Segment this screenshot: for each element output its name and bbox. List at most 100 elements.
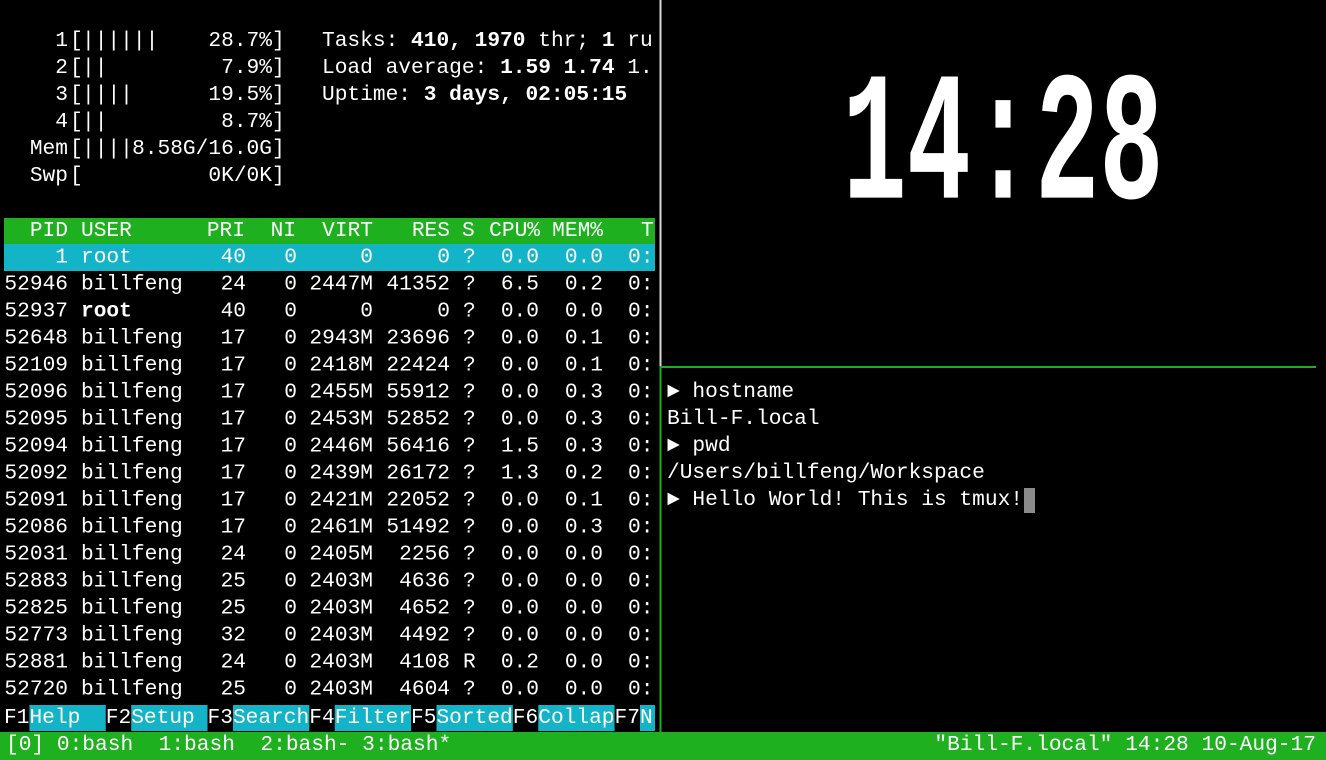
process-cell: 0: [628, 408, 653, 432]
process-cell: ? [463, 273, 476, 297]
process-cell: billfeng [81, 543, 183, 567]
status-right: 14:28 [1125, 733, 1189, 757]
process-cell: 4636 [399, 570, 450, 594]
process-cell: 4492 [399, 624, 450, 648]
process-cell: 0: [628, 570, 653, 594]
process-cell: 52091 [4, 489, 68, 513]
process-cell: 0 [284, 624, 297, 648]
summary-text: Load average: [322, 56, 487, 80]
process-cell: ? [463, 435, 476, 459]
process-cell: 52883 [4, 570, 68, 594]
function-key: F3 [208, 706, 233, 730]
process-cell: 0 [284, 543, 297, 567]
process-cell: 0.0 [501, 354, 539, 378]
process-cell: 0: [628, 354, 653, 378]
process-cell: 0: [628, 489, 653, 513]
process-cell: billfeng [81, 489, 183, 513]
process-cell: ? [463, 246, 476, 270]
process-cell: 22424 [386, 354, 450, 378]
process-cell: 2405M [309, 543, 373, 567]
meter-bar: | [95, 56, 108, 80]
process-cell: 2256 [399, 543, 450, 567]
process-cell: 40 [221, 300, 246, 324]
process-cell: 0.1 [565, 327, 603, 351]
process-cell: 25 [221, 597, 246, 621]
process-cell: ? [463, 300, 476, 324]
summary-text: 1 [602, 29, 615, 53]
process-cell: 1.3 [501, 462, 539, 486]
meter-value: 8.58G [132, 137, 196, 161]
shell-line: ► pwd [667, 434, 731, 458]
window-tab: 3:bash* [362, 733, 451, 757]
column-header: MEM% [552, 219, 603, 243]
column-header: USER [81, 219, 132, 243]
process-cell: 17 [221, 489, 246, 513]
function-key-bg [334, 705, 412, 731]
process-cell: 2403M [309, 597, 373, 621]
process-cell: 2943M [309, 327, 373, 351]
bracket: [ [70, 56, 83, 80]
bracket: [ [70, 110, 83, 134]
function-key-label: Setup [131, 706, 195, 730]
process-cell: ? [463, 570, 476, 594]
process-cell: 2455M [309, 381, 373, 405]
function-key-bg [29, 705, 106, 731]
function-key: F4 [309, 706, 334, 730]
function-key-bg [436, 705, 513, 731]
process-cell: 52773 [4, 624, 68, 648]
process-cell: 17 [221, 354, 246, 378]
meter-bar: |||| [82, 137, 133, 161]
process-cell: 0.2 [501, 651, 539, 675]
function-key-bg [538, 705, 615, 731]
function-key-label: Search [233, 706, 309, 730]
process-cell: ? [463, 597, 476, 621]
process-cell: ? [463, 543, 476, 567]
selected-row-bg [4, 244, 655, 271]
process-cell: 0 [284, 489, 297, 513]
process-cell: ? [463, 354, 476, 378]
process-cell: 0.0 [565, 300, 603, 324]
bracket: [ [70, 83, 83, 107]
meter-value: 28.7% [208, 29, 272, 53]
process-cell: 0.0 [501, 678, 539, 702]
process-cell: billfeng [81, 624, 183, 648]
process-cell: 0 [284, 462, 297, 486]
process-cell: 17 [221, 408, 246, 432]
process-cell: 0.0 [501, 624, 539, 648]
process-cell: billfeng [81, 462, 183, 486]
process-cell: billfeng [81, 597, 183, 621]
meter-bar: | [82, 110, 95, 134]
summary-text: 1.59 [500, 56, 551, 80]
process-cell: 52086 [4, 516, 68, 540]
process-cell: 25 [221, 570, 246, 594]
process-cell: 52094 [4, 435, 68, 459]
bracket: [ [70, 137, 83, 161]
bracket: ] [272, 110, 285, 134]
function-key-bg [131, 705, 208, 731]
process-cell: 0 [284, 516, 297, 540]
process-cell: 32 [221, 624, 246, 648]
process-cell: ? [463, 678, 476, 702]
bracket: ] [272, 56, 285, 80]
process-cell: 22052 [386, 489, 450, 513]
column-header: NI [271, 219, 296, 243]
process-cell: 0.0 [501, 516, 539, 540]
process-cell: 2403M [309, 651, 373, 675]
summary-text: 1.74 [564, 56, 615, 80]
status-right: "Bill-F.local" [934, 733, 1112, 757]
process-cell: 2446M [309, 435, 373, 459]
process-cell: 2461M [309, 516, 373, 540]
process-cell: root [81, 300, 132, 324]
process-cell: 0.0 [565, 570, 603, 594]
process-cell: 0: [628, 327, 653, 351]
process-cell: 52031 [4, 543, 68, 567]
process-cell: 23696 [386, 327, 450, 351]
process-cell: 0: [628, 651, 653, 675]
process-cell: ? [463, 462, 476, 486]
process-cell: 0 [284, 381, 297, 405]
shell-line: Bill-F.local [667, 407, 820, 431]
process-cell: ? [463, 516, 476, 540]
function-key: F6 [513, 706, 538, 730]
process-cell: 0: [628, 246, 653, 270]
status-right: 10-Aug-17 [1202, 733, 1316, 757]
